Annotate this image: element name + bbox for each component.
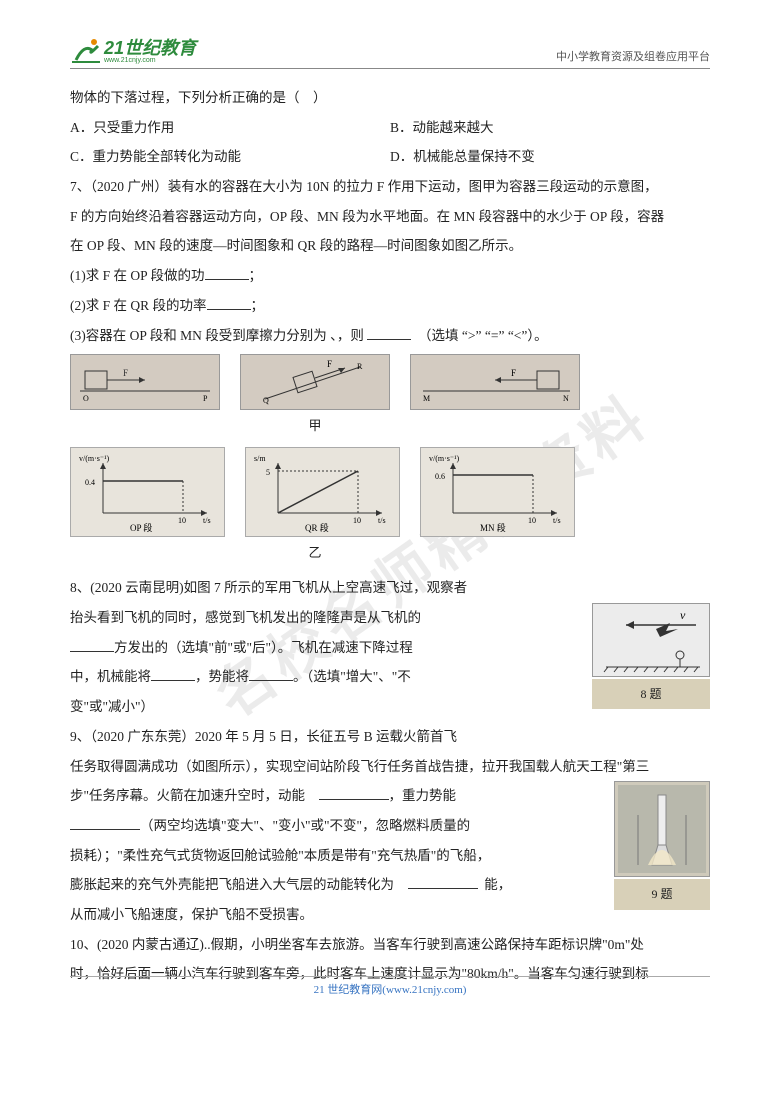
svg-text:5: 5 — [266, 468, 270, 477]
q7-sub1: (1)求 F 在 OP 段做的功 ； — [70, 261, 710, 291]
svg-text:t/s: t/s — [378, 516, 386, 525]
q7-jia-row: F O P F Q R F — [70, 354, 710, 410]
svg-text:s/m: s/m — [254, 454, 266, 463]
header-right: 中小学教育资源及组卷应用平台 — [556, 48, 710, 64]
q7-chart-qr: s/m 5 10 t/s QR 段 — [245, 447, 400, 537]
q8-line3a: 方发出的（选填"前"或"后"）。飞机在减速下降过程 — [114, 640, 413, 655]
q9-figure: 9 题 — [614, 781, 710, 909]
q9-line3a: 步"任务序幕。火箭在加速升空时，动能 — [70, 788, 319, 803]
q7-sub1-tail: ； — [249, 268, 263, 283]
svg-text:F: F — [327, 359, 332, 369]
q7-yi-row: v/(m·s⁻¹) 0.4 10 t/s OP 段 s/m 5 — [70, 447, 710, 537]
q8-fig-cap: 8 题 — [592, 679, 710, 709]
q8-blank1[interactable] — [70, 638, 114, 652]
q6-row1: A．只受重力作用 B．动能越来越大 — [70, 113, 710, 143]
q9-line6b: 能， — [484, 877, 511, 892]
svg-text:R: R — [357, 362, 363, 371]
svg-text:v: v — [680, 608, 686, 622]
q7-panel-op: F O P — [70, 354, 220, 410]
svg-text:10: 10 — [528, 516, 536, 525]
q9-blank1[interactable] — [319, 787, 389, 801]
q7-cap-jia: 甲 — [70, 412, 560, 441]
q8-line4c: 。（选填"增大"、"不 — [293, 669, 411, 684]
q7-sub3b: （选填 “>” “=” “<”）。 — [418, 328, 548, 343]
svg-text:v/(m·s⁻¹): v/(m·s⁻¹) — [79, 454, 110, 463]
footer: 21 世纪教育网(www.21cnjy.com) — [70, 976, 710, 997]
q8-line1: 8、(2020 云南昆明)如图 7 所示的军用飞机从上空高速飞过，观察者 — [70, 573, 710, 603]
q9-line3b: ，重力势能 — [389, 788, 457, 803]
svg-text:t/s: t/s — [203, 516, 211, 525]
svg-text:10: 10 — [178, 516, 186, 525]
svg-text:F: F — [511, 368, 516, 378]
logo-sub-text: www.21cnjy.com — [104, 57, 196, 64]
q7-chart-op: v/(m·s⁻¹) 0.4 10 t/s OP 段 — [70, 447, 225, 537]
svg-text:MN 段: MN 段 — [480, 522, 506, 533]
q10-line1: 10、(2020 内蒙古通辽)..假期，小明坐客车去旅游。当客车行驶到高速公路保… — [70, 930, 710, 960]
q7-line3: 在 OP 段、MN 段的速度—时间图象和 QR 段的路程—时间图象如图乙所示。 — [70, 231, 710, 261]
q8-line4b: ，势能将 — [195, 669, 249, 684]
q7-chart-mn: v/(m·s⁻¹) 0.6 10 t/s MN 段 — [420, 447, 575, 537]
q9-blank3[interactable] — [408, 876, 478, 890]
svg-text:F: F — [123, 368, 128, 378]
q9-fig-cap: 9 题 — [614, 879, 710, 909]
q7-sub3: (3)容器在 OP 段和 MN 段受到摩擦力分别为 、，则 （选填 “>” “=… — [70, 321, 710, 351]
q7-sub1-text: (1)求 F 在 OP 段做的功 — [70, 268, 205, 283]
svg-text:O: O — [83, 394, 89, 403]
svg-text:OP 段: OP 段 — [130, 522, 152, 533]
svg-text:N: N — [563, 394, 569, 403]
svg-text:QR 段: QR 段 — [305, 522, 329, 533]
q6-row2: C．重力势能全部转化为动能 D．机械能总量保持不变 — [70, 142, 710, 172]
q8-blank2[interactable] — [151, 668, 195, 682]
q7-blank3[interactable] — [367, 326, 411, 340]
q9-line1: 9、（2020 广东东莞）2020 年 5 月 5 日，长征五号 B 运载火箭首… — [70, 722, 710, 752]
q7-line1: 7、（2020 广州）装有水的容器在大小为 10N 的拉力 F 作用下运动，图甲… — [70, 172, 710, 202]
q7-line2: F 的方向始终沿着容器运动方向，OP 段、MN 段为水平地面。在 MN 段容器中… — [70, 202, 710, 232]
svg-text:0.4: 0.4 — [85, 478, 95, 487]
q8-blank3[interactable] — [249, 668, 293, 682]
q7-sub3a: (3)容器在 OP 段和 MN 段受到摩擦力分别为 、，则 — [70, 328, 367, 343]
q7-panel-qr: F Q R — [240, 354, 390, 410]
q8-line4a: 中，机械能将 — [70, 669, 151, 684]
q9-line6a: 膨胀起来的充气外壳能把飞船进入大气层的动能转化为 — [70, 877, 408, 892]
svg-text:Q: Q — [263, 396, 269, 405]
svg-text:t/s: t/s — [553, 516, 561, 525]
page: 21世纪教育 www.21cnjy.com 中小学教育资源及组卷应用平台 物体的… — [0, 0, 780, 1019]
svg-text:v/(m·s⁻¹): v/(m·s⁻¹) — [429, 454, 460, 463]
logo: 21世纪教育 www.21cnjy.com — [70, 36, 196, 64]
q9-blank2[interactable] — [70, 816, 140, 830]
q6-optD: D．机械能总量保持不变 — [390, 142, 710, 172]
q7-sub2-text: (2)求 F 在 QR 段的功率 — [70, 298, 207, 313]
q7-sub2-tail: ； — [251, 298, 265, 313]
q6-optA: A．只受重力作用 — [70, 113, 390, 143]
q7-panel-mn: F M N — [410, 354, 580, 410]
q8-figure: v 8 题 — [592, 603, 710, 709]
header: 21世纪教育 www.21cnjy.com 中小学教育资源及组卷应用平台 — [70, 36, 710, 69]
q6-optC: C．重力势能全部转化为动能 — [70, 142, 390, 172]
q9-line4a: （两空均选填"变大"、"变小"或"不变"，忽略燃料质量的 — [140, 818, 470, 833]
svg-text:0.6: 0.6 — [435, 472, 445, 481]
q6-stem: 物体的下落过程，下列分析正确的是（ ） — [70, 83, 710, 113]
svg-text:10: 10 — [353, 516, 361, 525]
q7-blank1[interactable] — [205, 267, 249, 281]
q7-blank2[interactable] — [207, 296, 251, 310]
logo-main-text: 21世纪教育 — [104, 39, 196, 57]
q7-cap-yi: 乙 — [70, 539, 560, 568]
q9-line2: 任务取得圆满成功（如图所示），实现空间站阶段飞行任务首战告捷，拉开我国载人航天工… — [70, 752, 710, 782]
svg-text:P: P — [203, 394, 208, 403]
q6-optB: B．动能越来越大 — [390, 113, 710, 143]
svg-text:M: M — [423, 394, 430, 403]
runner-icon — [70, 36, 102, 64]
q7-sub2: (2)求 F 在 QR 段的功率 ； — [70, 291, 710, 321]
content: 物体的下落过程，下列分析正确的是（ ） A．只受重力作用 B．动能越来越大 C．… — [70, 83, 710, 989]
